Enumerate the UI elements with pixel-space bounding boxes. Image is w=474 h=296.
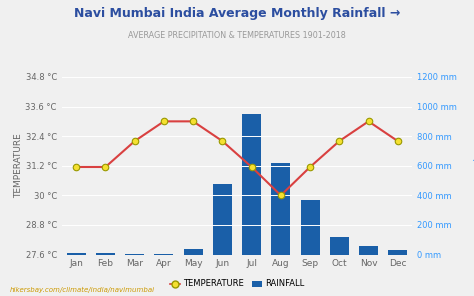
Point	[101, 165, 109, 169]
Bar	[67, 253, 86, 255]
Bar	[330, 237, 349, 255]
Point	[219, 139, 226, 144]
Point	[131, 139, 138, 144]
Legend: TEMPERATURE, RAINFALL: TEMPERATURE, RAINFALL	[166, 276, 308, 292]
Text: hikersbay.com/climate/india/navimumbai: hikersbay.com/climate/india/navimumbai	[9, 287, 155, 293]
Point	[306, 165, 314, 169]
Point	[394, 139, 401, 144]
Bar	[125, 254, 144, 255]
Bar	[359, 246, 378, 255]
Bar	[242, 114, 261, 255]
Point	[160, 119, 168, 124]
Point	[189, 119, 197, 124]
Bar	[388, 250, 407, 255]
Point	[365, 119, 372, 124]
Text: Navi Mumbai India Average Monthly Rainfall →: Navi Mumbai India Average Monthly Rainfa…	[74, 7, 400, 20]
Bar	[155, 254, 173, 255]
Bar	[271, 163, 291, 255]
Bar	[301, 200, 319, 255]
Bar	[96, 253, 115, 255]
Bar	[213, 184, 232, 255]
Point	[336, 139, 343, 144]
Point	[277, 193, 284, 198]
Text: AVERAGE PRECIPITATION & TEMPERATURES 1901-2018: AVERAGE PRECIPITATION & TEMPERATURES 190…	[128, 31, 346, 40]
Y-axis label: TEMPERATURE: TEMPERATURE	[14, 133, 23, 198]
Point	[73, 165, 80, 169]
Bar	[183, 249, 203, 255]
Y-axis label: Precipitation: Precipitation	[471, 137, 474, 194]
Point	[248, 165, 255, 169]
